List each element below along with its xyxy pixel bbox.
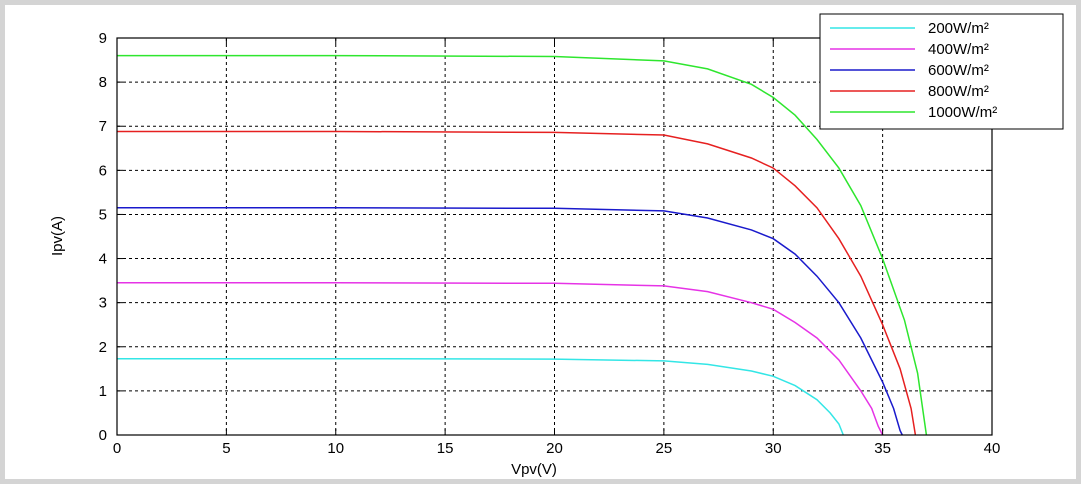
y-tick-label: 3 — [99, 295, 107, 312]
y-tick-label: 2 — [99, 339, 107, 356]
x-tick-label: 15 — [437, 440, 454, 457]
y-tick-label: 9 — [99, 30, 107, 47]
legend-label-0: 200W/m² — [928, 20, 989, 37]
y-tick-label: 6 — [99, 162, 107, 179]
x-tick-label: 5 — [222, 440, 230, 457]
x-axis-label: Vpv(V) — [511, 461, 557, 478]
y-tick-label: 4 — [99, 251, 107, 268]
x-tick-label: 0 — [113, 440, 121, 457]
legend-label-1: 400W/m² — [928, 41, 989, 58]
y-tick-label: 1 — [99, 383, 107, 400]
y-tick-label: 8 — [99, 74, 107, 91]
legend: 200W/m² 400W/m² 600W/m² 800W/m² 1000W/m² — [819, 13, 1064, 130]
y-axis-label: Ipv(A) — [49, 216, 66, 256]
series-line-2 — [117, 207, 903, 436]
y-tick-label: 0 — [99, 427, 107, 444]
y-tick-label: 5 — [99, 206, 107, 223]
legend-box — [819, 13, 1064, 130]
x-tick-label: 40 — [984, 440, 1001, 457]
x-tick-label: 25 — [656, 440, 673, 457]
grid — [117, 38, 992, 435]
series-line-4 — [117, 54, 928, 436]
axis-ticks: 0 5 10 15 20 25 30 35 40 0 1 2 3 4 5 6 7 8 9 — [99, 30, 1001, 457]
series-lines — [117, 54, 928, 436]
series-line-0 — [117, 357, 844, 436]
x-tick-label: 20 — [546, 440, 563, 457]
legend-label-3: 800W/m² — [928, 83, 989, 100]
legend-label-2: 600W/m² — [928, 62, 989, 79]
x-tick-label: 10 — [327, 440, 344, 457]
series-line-1 — [117, 282, 884, 436]
y-tick-label: 7 — [99, 118, 107, 135]
legend-label-4: 1000W/m² — [928, 104, 997, 121]
x-tick-label: 30 — [765, 440, 782, 457]
series-line-3 — [117, 130, 917, 436]
x-tick-label: 35 — [874, 440, 891, 457]
